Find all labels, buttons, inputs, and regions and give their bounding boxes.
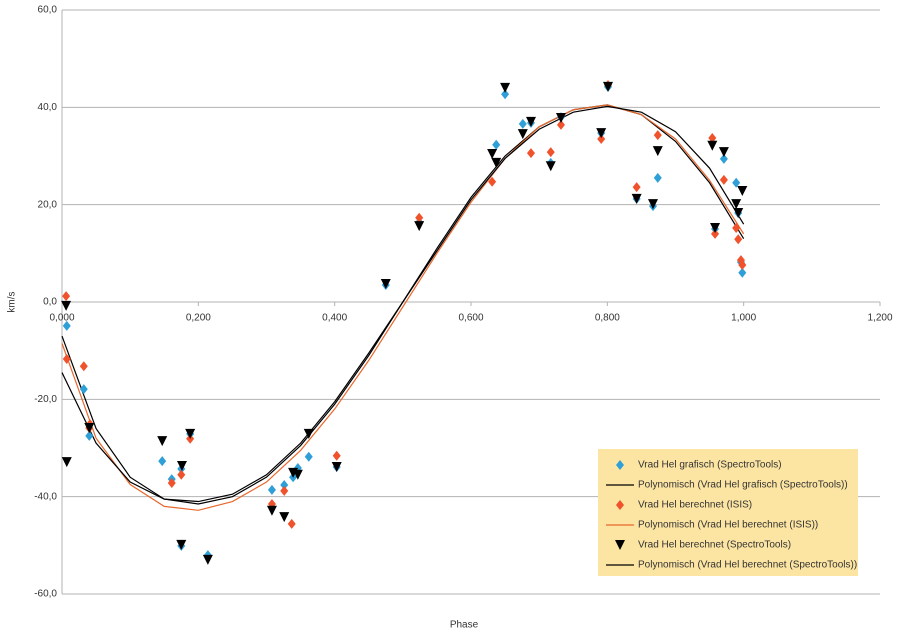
diamond-point: [732, 177, 741, 188]
triangle-point: [61, 300, 72, 311]
diamond-point: [158, 456, 167, 467]
diamond-point: [62, 291, 71, 302]
diamond-point: [711, 228, 720, 239]
y-axis-title: km/s: [7, 291, 18, 312]
diamond-point: [488, 176, 497, 187]
triangle-point: [500, 82, 511, 93]
triangle-point: [517, 129, 528, 140]
triangle-point: [733, 207, 744, 218]
y-tick-label: 0,0: [43, 297, 57, 308]
diamond-point: [280, 485, 289, 496]
triangle-point: [266, 505, 277, 516]
triangle-point: [380, 278, 391, 289]
diamond-point: [738, 267, 747, 278]
x-tick-label: 1,200: [867, 313, 892, 324]
triangle-point: [707, 140, 718, 151]
y-tick-label: -40,0: [34, 491, 57, 502]
legend-swatch: [615, 540, 625, 550]
diamond-point: [85, 430, 94, 441]
triangle-point: [603, 81, 614, 92]
x-axis-title: Phase: [450, 620, 479, 631]
diamond-point: [734, 234, 743, 245]
x-tick-label: 0,800: [595, 313, 620, 324]
trend-line: [61, 104, 745, 505]
legend-swatch: [616, 460, 624, 470]
diamond-point: [332, 450, 341, 461]
diamond-point: [62, 320, 71, 331]
diamond-point: [280, 479, 289, 490]
legend-label: Vrad Hel berechnet (SpectroTools): [638, 540, 791, 551]
diamond-point: [501, 89, 510, 100]
triangle-point: [157, 436, 168, 447]
triangle-point: [718, 147, 729, 158]
triangle-point: [710, 223, 721, 234]
triangle-point: [414, 221, 425, 232]
triangle-point: [631, 193, 642, 204]
legend-swatch: [616, 500, 624, 510]
legend-label: Polynomisch (Vrad Hel berechnet (ISIS)): [638, 520, 818, 531]
triangle-point: [202, 554, 213, 565]
legend-label: Vrad Hel berechnet (ISIS): [638, 500, 752, 511]
y-tick-label: 40,0: [38, 102, 58, 113]
diamond-point: [738, 260, 747, 271]
triangle-point: [652, 146, 663, 157]
diamond-point: [304, 451, 313, 462]
triangle-point: [555, 113, 566, 124]
diamond-point: [546, 147, 555, 158]
triangle-point: [525, 116, 536, 127]
triangle-point: [731, 199, 742, 210]
triangle-point: [61, 457, 72, 468]
diamond-point: [597, 133, 606, 144]
diamond-point: [518, 118, 527, 129]
diamond-point: [415, 212, 424, 223]
triangle-point: [176, 539, 187, 550]
triangle-point: [491, 157, 502, 168]
diamond-point: [632, 182, 641, 193]
diamond-point: [79, 361, 88, 372]
diamond-point: [653, 130, 662, 141]
diamond-point: [79, 384, 88, 395]
x-tick-label: 0,400: [322, 313, 347, 324]
diamond-point: [167, 478, 176, 489]
diamond-point: [719, 153, 728, 164]
triangle-point: [648, 199, 659, 210]
diamond-point: [732, 223, 741, 234]
triangle-point: [303, 428, 314, 439]
y-tick-label: -60,0: [34, 589, 57, 600]
diamond-point: [492, 139, 501, 150]
triangle-point: [596, 128, 607, 139]
diamond-point: [287, 518, 296, 529]
triangle-point: [487, 149, 498, 160]
triangle-point: [545, 161, 556, 172]
diamond-point: [177, 469, 186, 480]
diamond-point: [526, 148, 535, 159]
diamond-point: [719, 174, 728, 185]
triangle-point: [737, 186, 748, 197]
x-tick-label: 0,000: [49, 313, 74, 324]
diamond-point: [708, 132, 717, 143]
y-tick-label: -20,0: [34, 394, 57, 405]
diamond-point: [267, 484, 276, 495]
triangle-point: [176, 461, 187, 472]
legend-label: Vrad Hel grafisch (SpectroTools): [638, 460, 782, 471]
triangle-point: [84, 423, 95, 434]
legend-label: Polynomisch (Vrad Hel grafisch (SpectroT…: [638, 480, 848, 491]
legend-label: Polynomisch (Vrad Hel berechnet (Spectro…: [638, 560, 857, 571]
diamond-point: [653, 172, 662, 183]
triangle-point: [292, 469, 303, 480]
trend-line: [61, 104, 745, 511]
x-tick-label: 0,200: [186, 313, 211, 324]
trend-line: [61, 105, 745, 503]
y-tick-label: 20,0: [38, 199, 58, 210]
x-tick-label: 1,000: [731, 313, 756, 324]
triangle-point: [331, 461, 342, 472]
legend-box: [598, 449, 858, 576]
diamond-point: [62, 353, 71, 364]
triangle-point: [279, 512, 290, 523]
diamond-point: [556, 119, 565, 130]
y-tick-label: 60,0: [38, 5, 58, 16]
x-tick-label: 0,600: [458, 313, 483, 324]
triangle-point: [185, 428, 196, 439]
